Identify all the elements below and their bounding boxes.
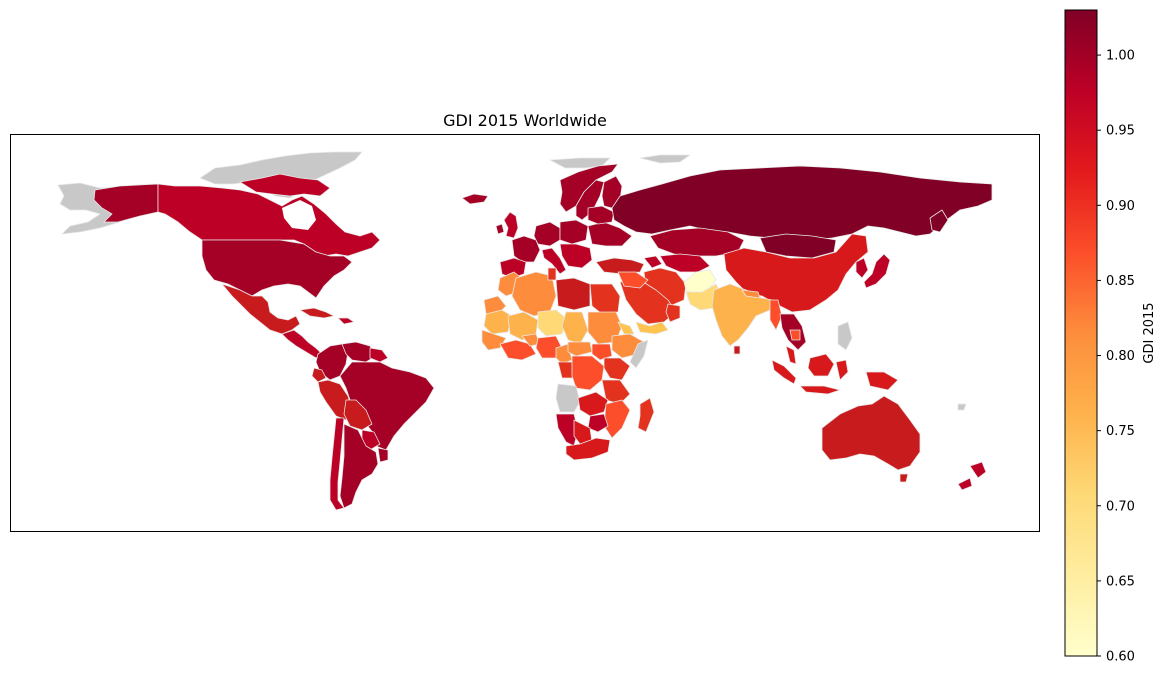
country-svalbard	[639, 154, 691, 164]
country-oman	[665, 303, 681, 323]
country-mexico	[221, 283, 301, 335]
country-russia	[611, 165, 993, 241]
colorbar-ticks: 0.60 0.65 0.70 0.75 0.80 0.85 0.90 0.95 1.00	[1097, 49, 1135, 665]
country-sri-lanka	[733, 345, 741, 355]
country-philippines	[837, 321, 853, 351]
colorbar-tick-label: 0.70	[1106, 499, 1135, 514]
country-somalia	[629, 339, 649, 369]
country-borneo	[807, 353, 835, 377]
country-korea	[855, 257, 869, 279]
country-poland-central	[559, 219, 589, 245]
country-guianas	[369, 347, 389, 363]
country-sweden	[575, 179, 605, 221]
country-turkey	[595, 257, 645, 275]
country-france	[511, 235, 541, 263]
country-uk	[503, 211, 519, 239]
country-australia	[821, 395, 921, 471]
country-cuba	[299, 307, 335, 319]
country-hispaniola	[337, 317, 355, 325]
country-colombia	[315, 343, 349, 381]
colorbar-tick-label: 0.65	[1106, 574, 1135, 589]
countries-layer	[57, 151, 993, 511]
country-new-guinea	[865, 371, 899, 391]
country-eritrea-djibouti	[617, 321, 635, 335]
country-west-africa-coast	[499, 339, 537, 361]
country-usa-alaska	[93, 183, 159, 223]
country-libya	[555, 277, 591, 311]
colorbar-tick-label: 1.00	[1106, 49, 1135, 64]
country-pacific-islands	[957, 403, 967, 411]
country-uruguay	[377, 447, 389, 463]
country-tasmania	[899, 473, 909, 483]
country-usa	[201, 239, 353, 299]
country-tanzania	[601, 379, 631, 405]
country-drc	[571, 355, 605, 391]
country-south-africa	[565, 437, 611, 461]
country-madagascar	[637, 397, 655, 433]
country-angola	[555, 383, 581, 413]
country-caucasus	[643, 255, 663, 269]
colorbar: 0.60 0.65 0.70 0.75 0.80 0.85 0.90 0.95 1.00 GDI…	[1064, 9, 1157, 665]
country-canada-islands	[239, 173, 331, 197]
country-venezuela	[341, 341, 377, 363]
country-argentina	[339, 423, 379, 509]
country-tunisia	[547, 267, 557, 281]
country-ecuador	[311, 367, 327, 383]
country-mauritania	[483, 309, 513, 335]
colorbar-tick-label: 0.85	[1106, 274, 1135, 289]
country-cambodia	[789, 329, 801, 341]
colorbar-tick-label: 0.75	[1106, 424, 1135, 439]
country-java	[799, 385, 841, 395]
country-sumatra	[771, 359, 797, 385]
colorbar-tick-label: 0.60	[1106, 650, 1135, 665]
country-germany-benelux	[533, 221, 561, 247]
colorbar-tick-label: 0.90	[1106, 199, 1135, 214]
colorbar-label: GDI 2015	[1142, 302, 1157, 363]
country-new-zealand-south	[957, 477, 973, 491]
country-malaysia	[785, 345, 797, 365]
country-afghanistan	[683, 269, 717, 295]
country-nepal	[741, 289, 761, 299]
country-bolivia	[343, 399, 373, 431]
country-iberia	[499, 257, 527, 279]
country-iraq-syria	[617, 271, 649, 289]
country-yemen-oman	[635, 321, 669, 335]
country-uzbekistan-turkmenistan	[659, 253, 711, 273]
country-russia-east	[929, 209, 949, 233]
country-zambia	[577, 391, 609, 417]
country-zimbabwe-malawi	[587, 413, 609, 433]
map-title: GDI 2015 Worldwide	[443, 111, 607, 130]
country-new-zealand	[969, 461, 987, 479]
country-niger	[537, 309, 569, 337]
country-italy	[541, 247, 567, 275]
country-sulawesi	[835, 359, 849, 381]
hudson-bay	[282, 200, 316, 230]
country-car	[567, 341, 593, 357]
country-egypt	[589, 283, 621, 315]
colorbar-gradient	[1064, 9, 1098, 657]
country-japan	[863, 253, 891, 289]
country-ireland	[495, 223, 505, 235]
colorbar-tick-label: 0.80	[1106, 349, 1135, 364]
country-iceland	[461, 193, 489, 205]
country-senegal-guinea	[481, 329, 507, 351]
country-baltics-belarus	[587, 205, 615, 225]
country-balkans	[559, 243, 593, 269]
country-myanmar	[769, 299, 783, 331]
colorbar-tick-label: 0.95	[1106, 124, 1135, 139]
